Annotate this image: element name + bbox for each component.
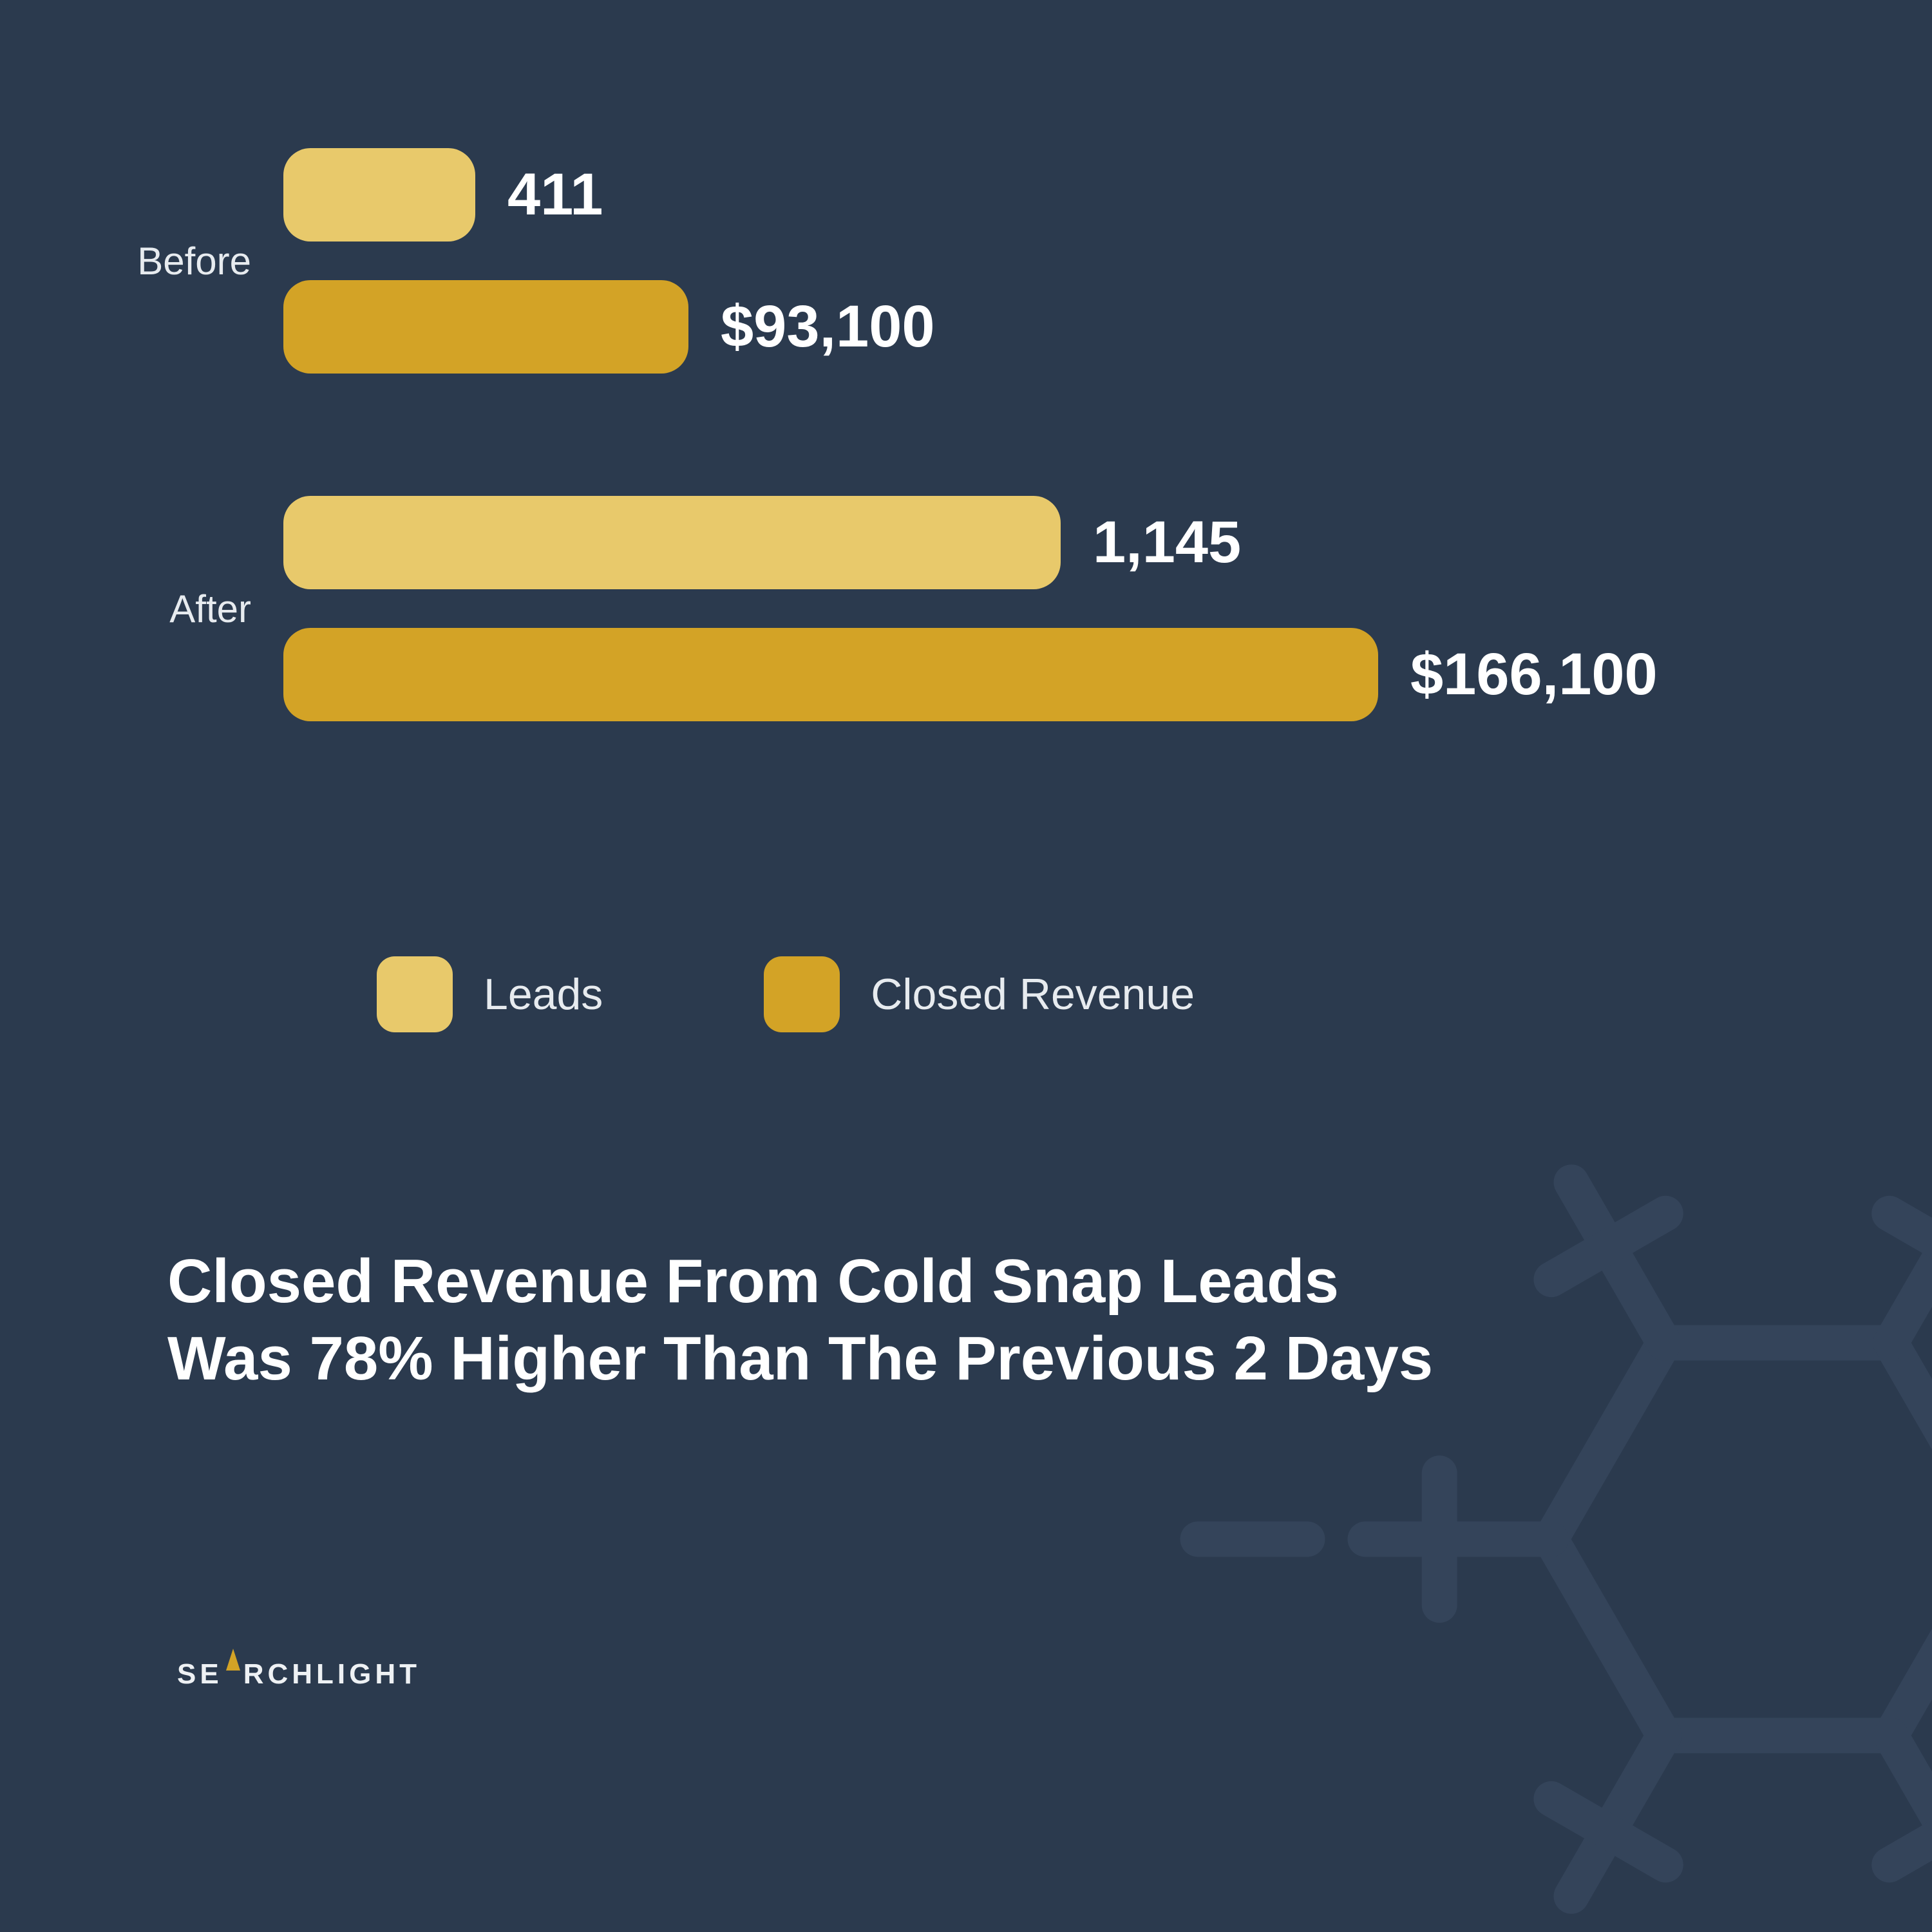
headline-text: Closed Revenue From Cold Snap Leads Was … bbox=[167, 1243, 1433, 1397]
legend-item: Leads bbox=[377, 956, 603, 1032]
chart-legend: Leads Closed Revenue bbox=[377, 956, 1195, 1032]
bar-group: After 1,145 $166,100 bbox=[116, 496, 1816, 721]
searchlight-logo: SE RCHLIGHT bbox=[177, 1658, 421, 1690]
group-label: After bbox=[116, 587, 283, 631]
bar-chart: Before 411 $93,100 After 1,145 $166,100 bbox=[116, 148, 1816, 721]
headline-line-2: Was 78% Higher Than The Previous 2 Days bbox=[167, 1320, 1433, 1397]
bar-group: Before 411 $93,100 bbox=[116, 148, 1816, 374]
logo-text-left: SE bbox=[177, 1658, 223, 1690]
headline-line-1: Closed Revenue From Cold Snap Leads bbox=[167, 1243, 1433, 1320]
infographic-canvas: Before 411 $93,100 After 1,145 $166,100 Leads… bbox=[0, 0, 1932, 1932]
legend-item: Closed Revenue bbox=[764, 956, 1195, 1032]
group-bars: 1,145 $166,100 bbox=[283, 496, 1816, 721]
group-bars: 411 $93,100 bbox=[283, 148, 1816, 374]
bar-row: $93,100 bbox=[283, 280, 1816, 374]
bar-row: $166,100 bbox=[283, 628, 1816, 721]
bar bbox=[283, 280, 688, 374]
legend-label: Closed Revenue bbox=[871, 969, 1195, 1019]
legend-label: Leads bbox=[484, 969, 603, 1019]
bar-value-label: $166,100 bbox=[1410, 641, 1658, 708]
bar-value-label: 411 bbox=[507, 161, 603, 229]
bar bbox=[283, 628, 1378, 721]
bar bbox=[283, 496, 1061, 589]
bar-value-label: 1,145 bbox=[1093, 509, 1241, 576]
bar bbox=[283, 148, 475, 242]
logo-text-right: RCHLIGHT bbox=[243, 1658, 421, 1690]
legend-swatch bbox=[764, 956, 840, 1032]
bar-row: 1,145 bbox=[283, 496, 1816, 589]
group-label: Before bbox=[116, 239, 283, 283]
legend-swatch bbox=[377, 956, 453, 1032]
beam-icon bbox=[226, 1649, 240, 1671]
bar-row: 411 bbox=[283, 148, 1816, 242]
bar-value-label: $93,100 bbox=[721, 293, 935, 361]
